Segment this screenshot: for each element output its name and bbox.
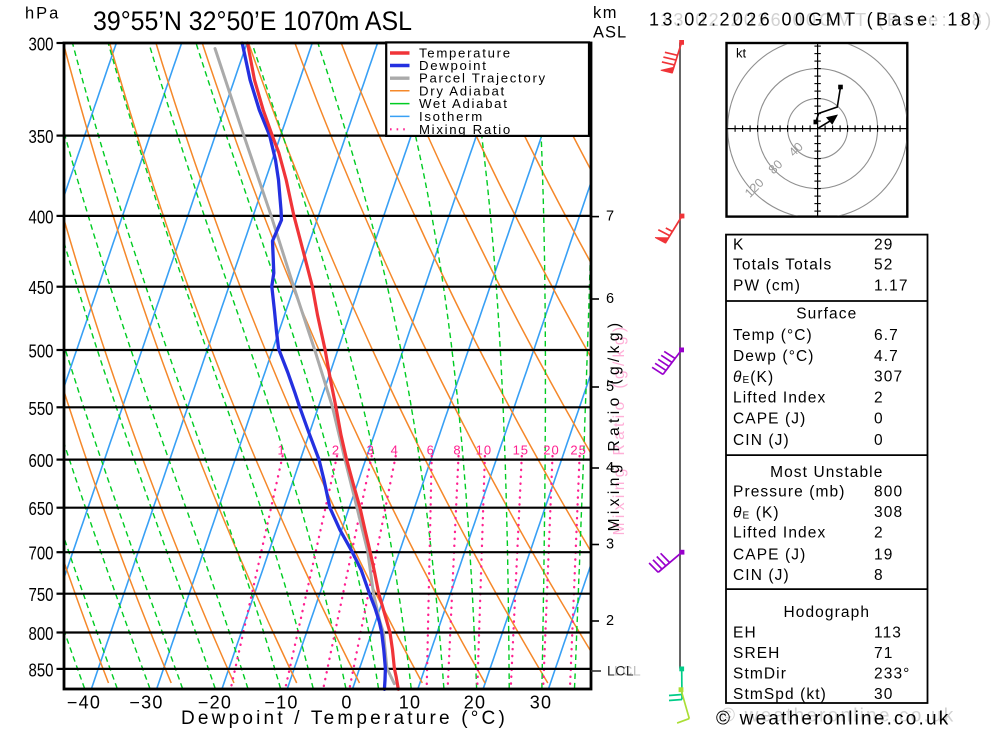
svg-text:Parcel Trajectory: Parcel Trajectory [419, 71, 547, 86]
svg-text:4.7: 4.7 [874, 348, 899, 365]
svg-text:Mixing Ratio (g/kg): Mixing Ratio (g/kg) [611, 323, 628, 536]
svg-text:0: 0 [341, 693, 352, 713]
svg-text:8: 8 [453, 443, 461, 458]
svg-text:0: 0 [874, 410, 884, 427]
svg-text:StmDir: StmDir [733, 665, 787, 682]
svg-text:800: 800 [29, 623, 54, 644]
svg-text:30: 30 [874, 686, 893, 703]
svg-text:8: 8 [874, 567, 884, 584]
svg-text:6: 6 [427, 443, 435, 458]
svg-text:52: 52 [874, 257, 893, 274]
svg-text:© weatheronline.co.uk: © weatheronline.co.uk [721, 706, 955, 727]
svg-text:10: 10 [476, 443, 492, 458]
svg-text:Lifted Index: Lifted Index [733, 390, 826, 407]
svg-text:Isotherm: Isotherm [419, 109, 484, 124]
svg-text:850: 850 [29, 659, 54, 680]
svg-text:550: 550 [29, 398, 54, 419]
svg-text:−30: −30 [129, 693, 163, 713]
svg-text:CIN (J): CIN (J) [733, 567, 790, 584]
svg-text:113: 113 [874, 624, 902, 641]
svg-text:2: 2 [874, 390, 884, 407]
svg-text:39°55’N 32°50’E 1070m ASL: 39°55’N 32°50’E 1070m ASL [93, 6, 412, 36]
svg-text:K: K [733, 236, 744, 253]
svg-text:19: 19 [874, 547, 893, 564]
svg-text:Totals Totals: Totals Totals [733, 257, 832, 274]
svg-text:Most Unstable: Most Unstable [770, 464, 883, 481]
svg-text:300: 300 [29, 34, 54, 55]
svg-text:7: 7 [606, 209, 614, 225]
svg-text:750: 750 [29, 584, 54, 605]
svg-text:Dewpoint / Temperature (°C): Dewpoint / Temperature (°C) [181, 708, 508, 729]
svg-text:1: 1 [277, 443, 285, 458]
svg-text:Mixing Ratio (g/kg): Mixing Ratio (g/kg) [606, 319, 623, 532]
svg-text:13.02.2026 00GMT (Base: 18): 13.02.2026 00GMT (Base: 18) [649, 10, 984, 30]
svg-text:−10: −10 [264, 693, 298, 713]
svg-text:25: 25 [570, 443, 586, 458]
svg-text:CIN (J): CIN (J) [733, 432, 790, 449]
svg-text:EH: EH [733, 624, 757, 641]
svg-text:1.17: 1.17 [874, 277, 909, 294]
svg-text:400: 400 [29, 206, 54, 227]
svg-text:4: 4 [606, 460, 614, 476]
svg-text:θE(K): θE(K) [733, 369, 774, 386]
svg-text:500: 500 [29, 341, 54, 362]
svg-text:233°: 233° [874, 665, 910, 682]
svg-text:Mixing Ratio: Mixing Ratio [419, 122, 512, 137]
svg-text:PW (cm): PW (cm) [733, 277, 801, 294]
svg-text:350: 350 [29, 126, 54, 147]
svg-text:CAPE (J): CAPE (J) [733, 410, 806, 427]
svg-text:ASL: ASL [593, 24, 627, 42]
svg-text:3: 3 [367, 443, 375, 458]
svg-text:LCL: LCL [607, 663, 634, 679]
svg-text:Temp (°C): Temp (°C) [733, 327, 813, 344]
svg-text:800: 800 [874, 483, 903, 500]
svg-text:Dewp (°C): Dewp (°C) [733, 348, 815, 365]
svg-text:Hodograph: Hodograph [783, 604, 870, 621]
svg-text:3: 3 [606, 537, 614, 553]
svg-text:Dry Adiabat: Dry Adiabat [419, 83, 506, 98]
svg-text:450: 450 [29, 277, 54, 298]
svg-text:km: km [593, 4, 618, 22]
svg-text:600: 600 [29, 450, 54, 471]
svg-text:71: 71 [874, 645, 893, 662]
svg-text:Pressure (mb): Pressure (mb) [733, 483, 845, 500]
svg-text:5: 5 [606, 379, 614, 395]
svg-text:LCL: LCL [614, 663, 641, 679]
svg-text:13.02.2026 00GMT (Base: 18): 13.02.2026 00GMT (Base: 18) [660, 10, 995, 30]
svg-text:20: 20 [543, 443, 559, 458]
svg-text:6.7: 6.7 [874, 327, 899, 344]
svg-text:Wet Adiabat: Wet Adiabat [419, 96, 509, 111]
svg-text:−40: −40 [67, 693, 101, 713]
svg-text:Surface: Surface [796, 306, 857, 323]
svg-text:15: 15 [513, 443, 529, 458]
svg-text:4: 4 [391, 443, 399, 458]
svg-text:2: 2 [332, 443, 340, 458]
svg-text:700: 700 [29, 543, 54, 564]
svg-text:Temperature: Temperature [419, 46, 512, 61]
svg-text:θE (K): θE (K) [733, 504, 780, 521]
svg-text:0: 0 [874, 432, 884, 449]
svg-text:10: 10 [399, 693, 421, 713]
svg-text:SREH: SREH [733, 645, 780, 662]
svg-text:307: 307 [874, 369, 903, 386]
svg-text:CAPE (J): CAPE (J) [733, 547, 806, 564]
svg-text:6: 6 [606, 291, 614, 307]
svg-text:650: 650 [29, 498, 54, 519]
svg-text:Dewpoint: Dewpoint [419, 58, 488, 73]
svg-text:308: 308 [874, 504, 903, 521]
svg-text:Lifted Index: Lifted Index [733, 524, 826, 541]
svg-text:© weatheronline.co.uk: © weatheronline.co.uk [716, 709, 950, 730]
svg-text:2: 2 [606, 613, 614, 629]
svg-text:30: 30 [530, 693, 552, 713]
svg-text:29: 29 [874, 236, 893, 253]
svg-text:kt: kt [736, 46, 747, 61]
svg-text:20: 20 [464, 693, 486, 713]
svg-text:−20: −20 [198, 693, 232, 713]
svg-text:2: 2 [874, 524, 884, 541]
svg-text:hPa: hPa [25, 5, 60, 23]
svg-text:StmSpd (kt): StmSpd (kt) [733, 686, 827, 703]
